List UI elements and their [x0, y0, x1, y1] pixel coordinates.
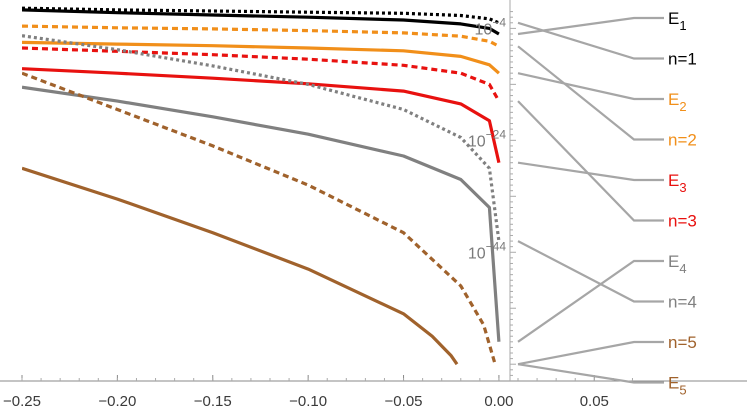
y-tick-label: 10−4 — [475, 15, 507, 38]
legend-leader-line — [517, 340, 664, 366]
y-tick-exponent: −24 — [486, 127, 507, 141]
legend-leader-line — [517, 161, 664, 182]
y-tick-base: 10 — [468, 133, 486, 150]
legend-label-text: n=4 — [668, 293, 697, 312]
legend-label: n=2 — [668, 131, 697, 150]
legend-leader-line — [517, 16, 664, 36]
y-tick-base: 10 — [468, 245, 486, 262]
legend-leader-line — [517, 21, 664, 60]
legend-label-text: n=5 — [668, 333, 697, 352]
legend-label: n=5 — [668, 333, 697, 352]
series-line-e3 — [22, 67, 501, 164]
legend-label-text: n=3 — [668, 212, 697, 231]
legend-leader-line — [517, 45, 664, 141]
x-tick-label: −0.20 — [98, 393, 136, 410]
y-tick-label: 10−44 — [468, 239, 506, 262]
legend-label: E2 — [668, 90, 687, 114]
x-tick-label: −0.15 — [194, 393, 232, 410]
legend-label-text: E — [668, 171, 679, 190]
legend-label-text: E — [668, 90, 679, 109]
legend-label-subscript: 5 — [679, 383, 686, 398]
legend-label-subscript: 3 — [679, 180, 686, 195]
series-line-n-2 — [22, 24, 500, 48]
legend-leader-line — [517, 363, 664, 384]
y-tick-exponent: −4 — [492, 15, 506, 29]
y-tick-base: 10 — [475, 21, 493, 38]
x-tick-label: −0.25 — [3, 393, 41, 410]
x-tick-label: −0.05 — [385, 393, 423, 410]
legend-leader-line — [517, 100, 664, 222]
series-line-n-3 — [22, 46, 501, 102]
legend-label-subscript: 1 — [679, 18, 686, 33]
series-line-n-4 — [22, 34, 501, 242]
series-line-e2 — [22, 40, 500, 75]
x-tick-label: −0.10 — [289, 393, 327, 410]
y-tick-label: 10−24 — [468, 127, 506, 150]
legend-label-text: n=1 — [668, 50, 697, 69]
legend-label-subscript: 4 — [679, 261, 686, 276]
series-line-e4 — [22, 85, 501, 342]
legend-label: n=4 — [668, 293, 697, 312]
legend-label-text: E — [668, 252, 679, 271]
legend-label-text: E — [668, 374, 679, 393]
series-line-n-5 — [22, 71, 497, 365]
y-tick-exponent: −44 — [486, 239, 507, 253]
series-line-n-1 — [22, 6, 500, 25]
legend-label-text: E — [668, 9, 679, 28]
series-line-e1 — [22, 8, 500, 36]
legend-label-text: n=2 — [668, 131, 697, 150]
plot-lines — [22, 6, 501, 366]
legend-leader-line — [517, 259, 664, 343]
series-line-e5 — [22, 166, 459, 366]
legend-label-subscript: 2 — [679, 99, 686, 114]
legend-label: n=3 — [668, 212, 697, 231]
legend-leader-line — [517, 72, 664, 101]
legend-label: E5 — [668, 374, 687, 398]
legend-label: E4 — [668, 252, 687, 276]
legend-label: E3 — [668, 171, 687, 195]
legend-label: E1 — [668, 9, 687, 33]
x-tick-label: 0.05 — [580, 393, 609, 410]
legend-label: n=1 — [668, 50, 697, 69]
legend-leader-line — [517, 240, 664, 303]
x-tick-label: 0.00 — [484, 393, 513, 410]
